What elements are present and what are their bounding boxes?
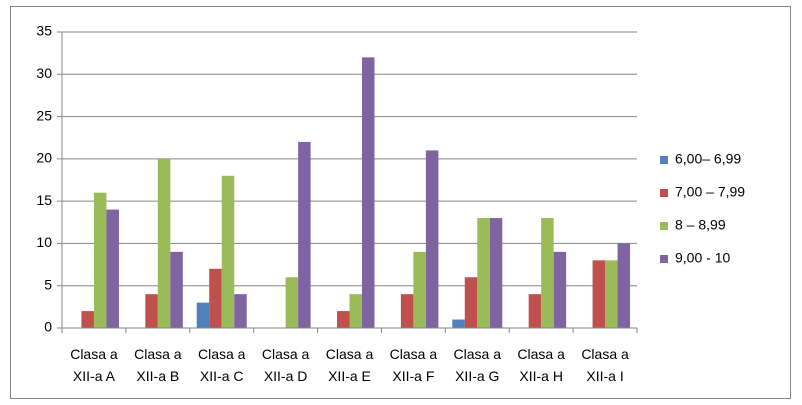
bar (605, 260, 618, 328)
x-tick-label: Clasa a XII-a A (70, 346, 118, 384)
bar (196, 302, 210, 328)
legend-label: 8 – 8,99 (675, 217, 726, 233)
y-tick-label: 15 (36, 192, 52, 208)
bar (106, 209, 119, 328)
bar (528, 294, 542, 328)
bar (452, 319, 465, 328)
legend-swatch (660, 156, 668, 164)
bar (157, 158, 171, 328)
bar (234, 294, 247, 328)
y-tick-label: 5 (44, 276, 52, 292)
bar (337, 311, 350, 328)
legend-label: 7,00 – 7,99 (675, 184, 745, 200)
legend-label: 9,00 - 10 (675, 250, 730, 266)
x-tick-label: Clasa a XII-a B (134, 346, 182, 384)
x-tick-label: Clasa a XII-a E (326, 346, 374, 384)
bar (81, 311, 94, 328)
x-tick-label: Clasa a XII-a G (454, 346, 502, 384)
legend-swatch (660, 255, 668, 263)
bar (349, 294, 362, 328)
bar (464, 277, 478, 328)
bar (617, 243, 631, 328)
bar (400, 294, 414, 328)
chart-frame (10, 6, 791, 399)
bar (93, 192, 107, 328)
bar (592, 260, 606, 328)
bar (477, 218, 490, 328)
bar (541, 218, 554, 328)
y-tick-label: 10 (36, 234, 52, 250)
y-tick-label: 25 (36, 107, 52, 123)
x-tick-label: Clasa a XII-a D (262, 346, 310, 384)
x-tick-label: Clasa a XII-a F (390, 346, 438, 384)
x-tick-label: Clasa a XII-a C (198, 346, 246, 384)
bar (221, 175, 235, 328)
bar (425, 150, 439, 328)
bar (413, 251, 426, 328)
x-tick-label: Clasa a XII-a I (581, 346, 629, 384)
bar (209, 268, 222, 328)
y-tick-label: 30 (36, 65, 52, 81)
legend-label: 6,00– 6,99 (675, 151, 741, 167)
bar (145, 294, 158, 328)
legend-swatch (660, 222, 668, 230)
bar (362, 57, 375, 328)
bar (553, 251, 567, 328)
x-tick-label: Clasa a XII-a H (517, 346, 565, 384)
y-tick-label: 20 (36, 150, 52, 166)
bar (285, 277, 299, 328)
y-tick-label: 0 (44, 319, 52, 335)
bar (489, 218, 503, 328)
bar (170, 251, 183, 328)
legend-swatch (660, 189, 668, 197)
bar (298, 141, 311, 328)
y-tick-label: 35 (36, 23, 52, 39)
